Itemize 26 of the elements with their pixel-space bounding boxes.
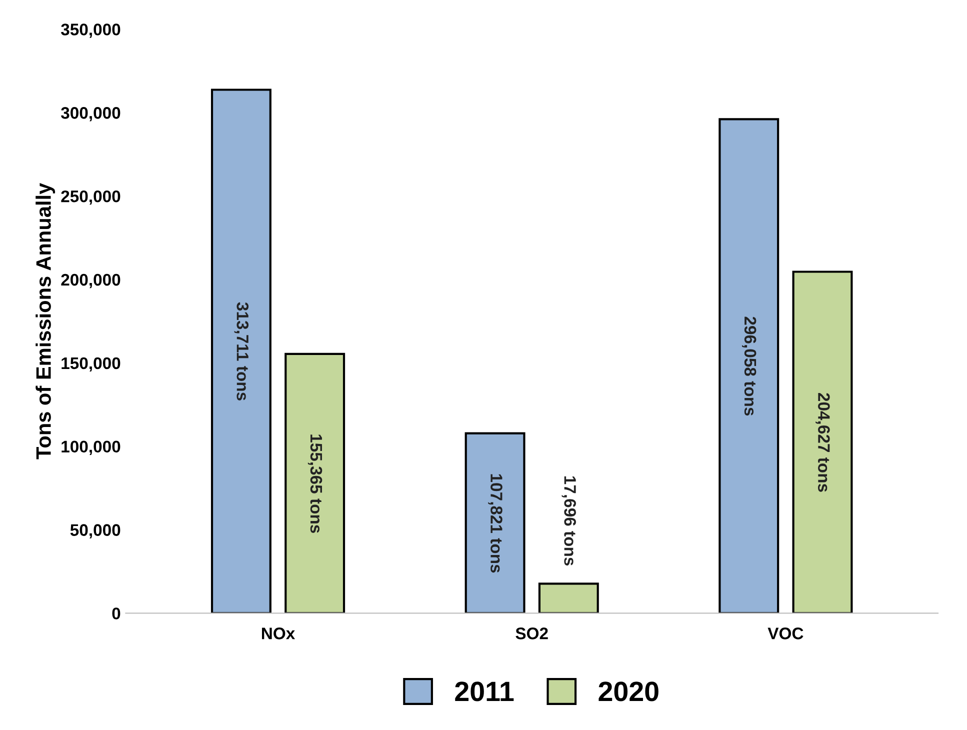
legend-label: 2020	[598, 682, 658, 702]
data-label: 155,365 tons	[308, 434, 322, 533]
x-tick-label: VOC	[768, 628, 804, 640]
y-tick-label: 250,000	[61, 190, 120, 205]
data-label: 17,696 tons	[562, 476, 576, 566]
y-tick-label: 100,000	[62, 440, 120, 455]
y-tick-label: 350,000	[60, 24, 120, 38]
y-tick-label: 150,000	[62, 357, 120, 372]
y-axis-title: Tons of Emissions Annually	[36, 182, 56, 460]
bar	[210, 88, 272, 614]
x-tick-label: SO2	[516, 628, 548, 640]
y-tick-label: 0	[112, 608, 120, 620]
y-tick-label: 200,000	[61, 274, 120, 288]
bar	[792, 270, 853, 614]
bar	[464, 432, 526, 614]
x-tick-label: NOx	[262, 628, 296, 640]
bar	[718, 118, 780, 614]
bar	[284, 352, 346, 614]
data-label: 296,058 tons	[742, 316, 756, 416]
legend-label: 2011	[455, 682, 514, 702]
y-tick-label: 300,000	[60, 107, 120, 122]
bar	[538, 582, 599, 614]
data-label: 204,627 tons	[816, 393, 830, 492]
data-label: 107,821 tons	[488, 474, 502, 573]
y-tick-label: 50,000	[70, 524, 120, 538]
data-label: 313,711 tons	[234, 302, 249, 400]
